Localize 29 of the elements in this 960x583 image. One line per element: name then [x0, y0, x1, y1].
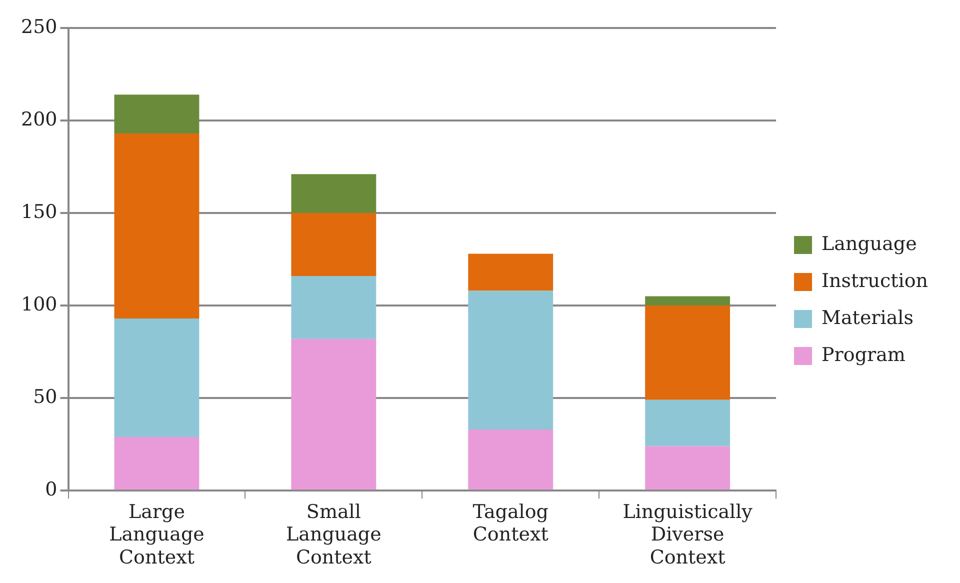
x-tick-label: Small Language Context: [286, 500, 382, 569]
legend-label: Language: [822, 232, 917, 255]
bar: [468, 290, 554, 430]
bar: [468, 254, 554, 291]
x-tick-label: Tagalog Context: [472, 500, 549, 546]
x-tick-label: Linguistically Diverse Context: [622, 500, 753, 569]
y-tick-label: 100: [21, 293, 58, 316]
bar: [291, 174, 376, 214]
bar: [291, 276, 376, 339]
bar: [468, 430, 554, 490]
legend-label: Instruction: [822, 270, 928, 292]
y-tick-label: 50: [33, 386, 58, 408]
bar: [114, 436, 200, 490]
y-tick-label: 250: [21, 16, 58, 38]
bar: [645, 446, 730, 490]
bar: [645, 306, 730, 400]
legend-label: Program: [822, 344, 906, 366]
bar: [645, 296, 730, 306]
y-tick-label: 200: [21, 108, 58, 130]
y-tick-label: 0: [45, 478, 58, 501]
legend-label: Materials: [822, 306, 914, 329]
bar: [291, 338, 376, 490]
x-tick-label: Large Language Context: [109, 500, 204, 569]
bar: [114, 94, 200, 134]
y-tick-label: 150: [21, 200, 58, 223]
bar: [645, 400, 730, 446]
bar: [291, 213, 376, 276]
bar: [114, 318, 200, 437]
bar: [114, 133, 200, 319]
